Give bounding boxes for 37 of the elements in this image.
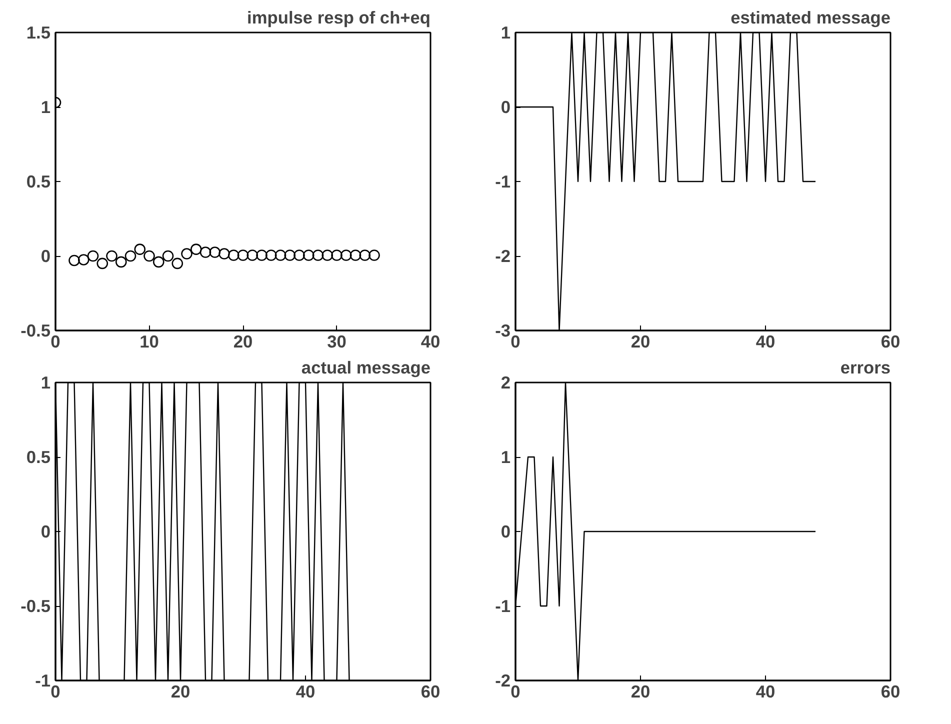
chart-title: errors xyxy=(840,358,891,378)
y-tick-label: -2 xyxy=(495,246,511,266)
x-tick-label: 40 xyxy=(756,682,776,702)
x-tick-label: 40 xyxy=(296,682,316,702)
y-tick-label: -0.5 xyxy=(20,596,51,616)
chart-title: impulse resp of ch+eq xyxy=(247,8,431,28)
x-tick-label: 40 xyxy=(756,332,776,352)
y-tick-label: -1 xyxy=(35,670,51,690)
y-tick-label: 1 xyxy=(40,372,51,392)
x-tick-label: 20 xyxy=(630,682,650,702)
y-tick-label: 2 xyxy=(500,372,511,392)
chart-title: actual message xyxy=(301,358,431,378)
y-tick-label: -1 xyxy=(495,596,511,616)
y-tick-label: 1 xyxy=(500,447,511,467)
y-tick-label: 1 xyxy=(40,97,51,117)
y-tick-label: 0.5 xyxy=(26,172,51,192)
x-tick-label: 60 xyxy=(880,682,900,702)
x-tick-label: 60 xyxy=(880,332,900,352)
x-tick-label: 20 xyxy=(630,332,650,352)
y-tick-label: 1.5 xyxy=(26,22,51,42)
chart-title: estimated message xyxy=(730,8,891,28)
y-tick-label: 0 xyxy=(40,522,51,542)
y-tick-label: -1 xyxy=(495,172,511,192)
y-tick-label: -2 xyxy=(495,670,511,690)
x-tick-label: 60 xyxy=(420,682,440,702)
y-tick-label: 1 xyxy=(500,22,511,42)
x-tick-label: 20 xyxy=(233,332,253,352)
x-tick-label: 40 xyxy=(420,332,440,352)
x-tick-label: 30 xyxy=(327,332,346,352)
x-tick-label: 20 xyxy=(170,682,190,702)
y-tick-label: 0 xyxy=(500,522,511,542)
y-tick-label: -3 xyxy=(495,320,511,340)
y-tick-label: -0.5 xyxy=(20,320,51,340)
y-tick-label: 0 xyxy=(40,246,51,266)
y-tick-label: 0.5 xyxy=(26,447,51,467)
y-tick-label: 0 xyxy=(500,97,511,117)
x-tick-label: 10 xyxy=(140,332,159,352)
